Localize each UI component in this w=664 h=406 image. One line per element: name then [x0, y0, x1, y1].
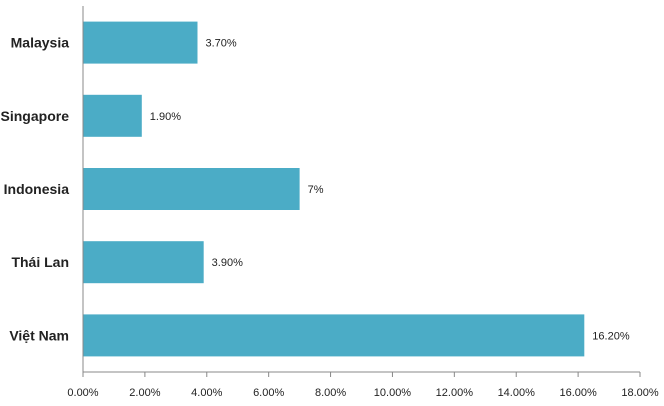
x-tick-label-4: 8.00%: [315, 387, 346, 399]
category-label-3: Thái Lan: [11, 254, 69, 270]
category-label-1: Singapore: [1, 108, 70, 124]
bar-3: [83, 241, 204, 284]
category-label-0: Malaysia: [11, 35, 70, 51]
x-tick-label-6: 12.00%: [436, 387, 474, 399]
data-labels: 3.70% 1.90% 7% 3.90% 16.20%: [150, 38, 630, 343]
axes: [82, 6, 641, 377]
bar-1: [83, 94, 142, 137]
bar-4: [83, 314, 585, 357]
x-tick-label-2: 4.00%: [191, 387, 222, 399]
x-tick-label-5: 10.00%: [374, 387, 412, 399]
data-label-2: 7%: [308, 184, 324, 196]
x-tick-labels: 0.00% 2.00% 4.00% 6.00% 8.00% 10.00% 12.00% 14.…: [67, 387, 658, 399]
data-label-1: 1.90%: [150, 111, 181, 123]
bar-0: [83, 21, 198, 64]
category-labels: Malaysia Singapore Indonesia Thái Lan Việt N…: [1, 35, 70, 344]
data-label-3: 3.90%: [212, 257, 243, 269]
x-tick-label-7: 14.00%: [498, 387, 536, 399]
bars-group: [83, 21, 585, 357]
x-tick-label-3: 6.00%: [253, 387, 284, 399]
x-tick-label-0: 0.00%: [67, 387, 98, 399]
x-tick-label-1: 2.00%: [129, 387, 160, 399]
x-tick-label-9: 18.00%: [621, 387, 659, 399]
bar-2: [83, 168, 300, 210]
x-tick-label-8: 16.00%: [559, 387, 597, 399]
category-label-4: Việt Nam: [9, 327, 69, 343]
data-label-0: 3.70%: [205, 38, 236, 50]
category-label-2: Indonesia: [4, 181, 70, 197]
data-label-4: 16.20%: [592, 330, 630, 342]
